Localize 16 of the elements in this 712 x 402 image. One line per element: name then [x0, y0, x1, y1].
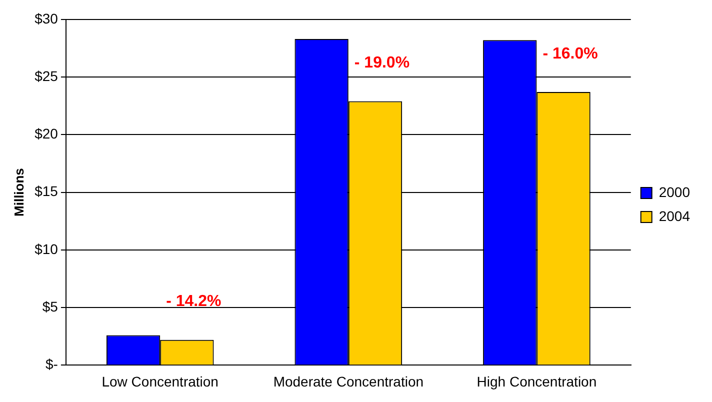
y-tick-label: $15: [34, 183, 58, 200]
annotation: - 14.2%: [166, 293, 222, 310]
y-tick-label: $20: [34, 126, 58, 142]
x-tick-label: Moderate Concentration: [273, 373, 424, 390]
x-tick-label: High Concentration: [476, 373, 597, 390]
y-tick-label: $-: [46, 356, 58, 372]
annotation: - 16.0%: [542, 45, 598, 62]
y-tick-label: $30: [34, 10, 58, 26]
y-tick-label: $10: [34, 240, 58, 257]
y-tick-label: $5: [42, 298, 58, 314]
annotation: - 19.0%: [354, 54, 410, 72]
y-tick-label: $25: [34, 68, 58, 84]
x-tick-label: Low Concentration: [102, 373, 218, 390]
y-axis-title: Millions: [11, 168, 26, 216]
legend-label: 2004: [658, 208, 690, 224]
legend-label: 2000: [658, 184, 690, 200]
